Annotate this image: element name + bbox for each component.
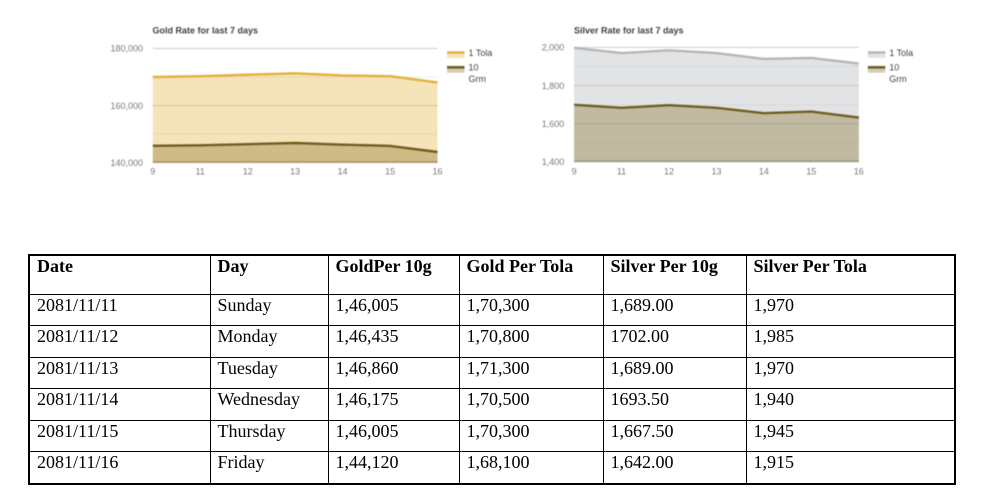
svg-text:Gold Rate for last 7 days: Gold Rate for last 7 days xyxy=(153,26,259,36)
svg-text:1,800: 1,800 xyxy=(542,81,565,91)
svg-text:15: 15 xyxy=(806,167,816,177)
svg-text:180,000: 180,000 xyxy=(110,44,143,54)
svg-text:10: 10 xyxy=(469,63,479,73)
svg-text:14: 14 xyxy=(338,167,348,177)
svg-text:1 Tola: 1 Tola xyxy=(889,48,913,58)
svg-text:14: 14 xyxy=(759,167,769,177)
svg-text:9: 9 xyxy=(572,167,577,177)
svg-text:16: 16 xyxy=(854,167,864,177)
svg-text:9: 9 xyxy=(150,167,155,177)
svg-text:13: 13 xyxy=(290,167,300,177)
svg-text:1,400: 1,400 xyxy=(542,157,565,167)
svg-text:2,000: 2,000 xyxy=(542,43,565,53)
svg-text:140,000: 140,000 xyxy=(110,158,143,168)
svg-text:Grm: Grm xyxy=(889,74,907,84)
svg-text:10: 10 xyxy=(889,63,899,73)
svg-text:12: 12 xyxy=(243,167,253,177)
svg-text:1,600: 1,600 xyxy=(542,119,565,129)
svg-text:Grm: Grm xyxy=(469,74,487,84)
svg-text:12: 12 xyxy=(664,167,674,177)
svg-text:13: 13 xyxy=(711,167,721,177)
svg-text:Silver Rate for last 7 days: Silver Rate for last 7 days xyxy=(574,26,684,36)
svg-text:160,000: 160,000 xyxy=(110,101,143,111)
svg-text:15: 15 xyxy=(385,167,395,177)
svg-text:1 Tola: 1 Tola xyxy=(469,48,493,58)
svg-text:11: 11 xyxy=(617,167,626,177)
svg-text:11: 11 xyxy=(196,167,205,177)
svg-text:16: 16 xyxy=(432,167,442,177)
